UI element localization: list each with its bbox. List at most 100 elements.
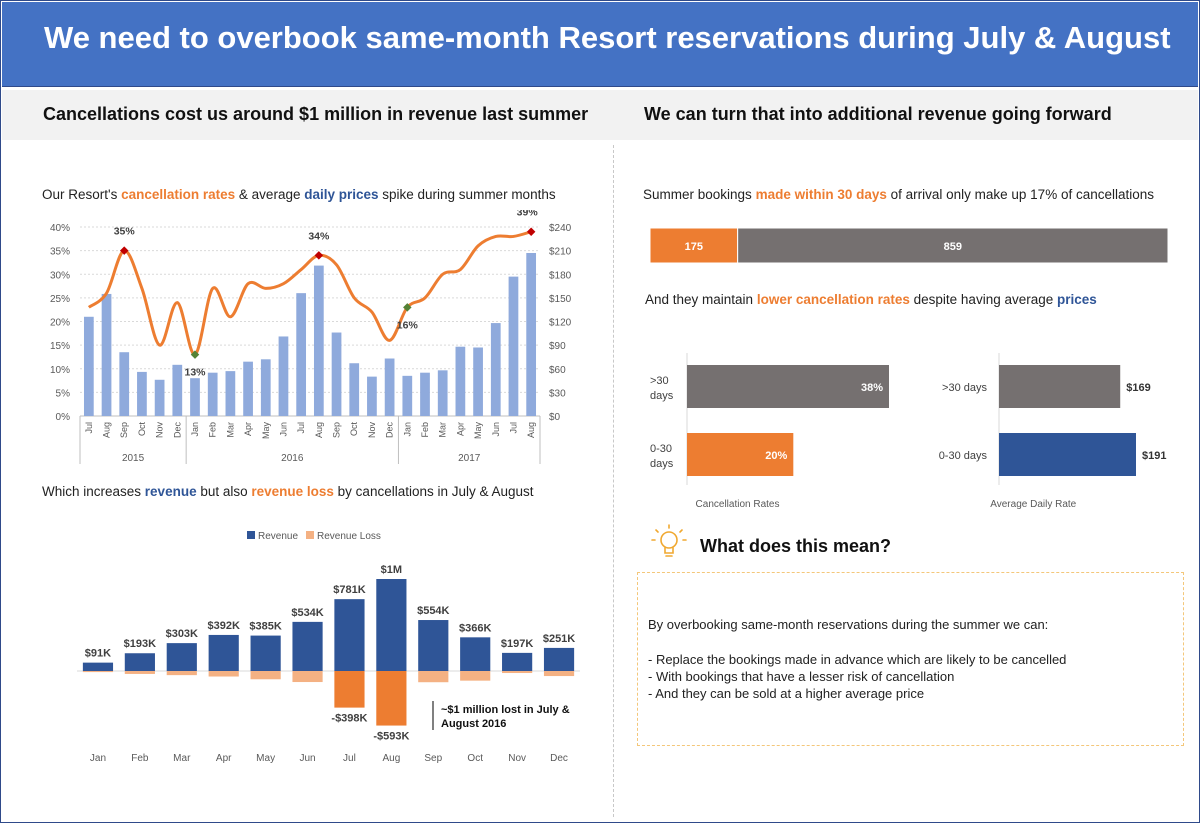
right-heading: We can turn that into additional revenue…	[644, 104, 1112, 124]
caption-text: by cancellations in July & August	[333, 484, 534, 499]
y-left-tick-label: 30%	[50, 270, 70, 281]
stacked-segment	[737, 227, 1169, 264]
x-tick-label: Jul	[84, 422, 94, 434]
revenue-bar	[460, 637, 491, 671]
price-bar	[190, 378, 200, 416]
average-daily-rate-bar-chart: $169 >30 days $191 0-30 days Average Daily R…	[939, 353, 1166, 510]
right-section-header: We can turn that into additional revenue…	[610, 90, 1198, 140]
revenue-loss-chart: Revenue Revenue Loss $91K Jan $193K Feb $303K M…	[77, 531, 580, 764]
x-tick-label: Oct	[137, 422, 147, 437]
price-bar	[119, 352, 130, 416]
x-tick-label: May	[261, 422, 271, 440]
x-tick-label: Jan	[402, 422, 412, 437]
right-caption-1: Summer bookings made within 30 days of a…	[643, 187, 1154, 202]
price-bar	[420, 372, 430, 416]
loss-bar	[292, 671, 323, 683]
annotation-text: ~$1 million lost in July &	[441, 704, 570, 716]
bar	[687, 433, 794, 476]
price-bar	[526, 252, 537, 416]
x-tick-label: Dec	[550, 753, 568, 764]
y-right-tick-label: $30	[549, 388, 566, 399]
loss-bar	[82, 671, 114, 673]
x-tick-label: Mar	[438, 422, 448, 438]
revenue-label: $385K	[249, 621, 281, 633]
x-tick-label: Apr	[243, 422, 253, 436]
year-label: 2017	[458, 453, 481, 464]
legend-label-loss: Revenue Loss	[317, 531, 381, 542]
point-label: 35%	[114, 226, 136, 238]
caption-highlight-prices: prices	[1057, 292, 1097, 307]
revenue-bar	[166, 643, 197, 671]
legend-swatch-revenue	[247, 531, 255, 539]
lightbulb-icon	[651, 524, 687, 557]
section-divider	[613, 145, 614, 817]
x-tick-label: Feb	[131, 753, 149, 764]
revenue-label: $91K	[85, 648, 111, 660]
price-bar	[349, 363, 360, 416]
left-section-header: Cancellations cost us around $1 million …	[2, 90, 610, 140]
y-right-tick-label: $180	[549, 270, 572, 281]
caption-highlight-loss: revenue loss	[251, 484, 334, 499]
y-right-tick-label: $0	[549, 412, 561, 423]
caption-text: Which increases	[42, 484, 145, 499]
loss-bar	[124, 671, 155, 674]
x-tick-label: Jun	[278, 422, 288, 437]
revenue-label: $197K	[501, 638, 533, 650]
caption-highlight-cancellation: cancellation rates	[121, 187, 236, 202]
x-tick-label: Dec	[172, 422, 182, 439]
y-right-tick-label: $210	[549, 247, 572, 258]
price-bar	[490, 323, 501, 416]
x-tick-label: Mar	[225, 422, 235, 438]
left-heading: Cancellations cost us around $1 million …	[43, 104, 589, 124]
x-tick-label: Jun	[491, 422, 501, 437]
right-caption-2: And they maintain lower cancellation rat…	[645, 292, 1097, 307]
price-bar	[296, 293, 307, 416]
y-left-tick-label: 15%	[50, 341, 70, 352]
bar-value-label: $169	[1126, 382, 1150, 394]
revenue-label: $303K	[166, 628, 198, 640]
price-bar	[384, 358, 395, 416]
caption-text: despite having average	[909, 292, 1057, 307]
caption-text: And they maintain	[645, 292, 757, 307]
y-right-tick-label: $90	[549, 341, 566, 352]
y-left-tick-label: 0%	[56, 412, 71, 423]
loss-bar	[334, 671, 365, 708]
x-tick-label: Jan	[190, 422, 200, 437]
x-tick-label: Nov	[367, 422, 377, 439]
price-bar	[137, 371, 147, 416]
bar	[999, 365, 1121, 408]
revenue-label: $1M	[381, 564, 402, 576]
loss-bar	[418, 671, 449, 683]
bar-value-label: $191	[1142, 450, 1166, 462]
cancellation-rate-line	[87, 230, 532, 357]
revenue-label: $392K	[207, 620, 239, 632]
revenue-bar	[334, 599, 365, 671]
x-tick-label: May	[256, 753, 275, 764]
price-bar	[508, 276, 519, 416]
loss-bar	[208, 671, 239, 677]
y-left-tick-label: 20%	[50, 318, 70, 329]
year-label: 2015	[122, 453, 145, 464]
legend-swatch-loss	[306, 531, 314, 539]
category-label: days	[650, 458, 674, 470]
x-tick-label: Sep	[424, 753, 442, 764]
meaning-intro: By overbooking same-month reservations d…	[648, 617, 1049, 632]
caption-highlight-revenue: revenue	[144, 484, 197, 499]
price-bar	[154, 379, 165, 416]
cancellation-rates-bar-chart: 38% >30 days 20% 0-30 days Cancellation Rates	[650, 353, 889, 510]
caption-text: spike during summer months	[378, 187, 556, 202]
y-left-tick-label: 25%	[50, 294, 70, 305]
bar-value-label: 20%	[765, 450, 787, 462]
price-bar	[172, 364, 183, 416]
y-right-tick-label: $120	[549, 318, 572, 329]
loss-label: -$593K	[373, 731, 409, 743]
booking-split-bar: 175 859	[649, 227, 1169, 264]
category-label: 0-30	[650, 443, 672, 455]
x-axis-label: Average Daily Rate	[990, 499, 1076, 510]
revenue-bar	[543, 647, 575, 671]
revenue-label: $366K	[459, 622, 491, 634]
revenue-label: $251K	[543, 633, 575, 645]
x-tick-label: Mar	[173, 753, 191, 764]
x-tick-label: May	[473, 422, 483, 440]
revenue-bar	[418, 620, 449, 671]
